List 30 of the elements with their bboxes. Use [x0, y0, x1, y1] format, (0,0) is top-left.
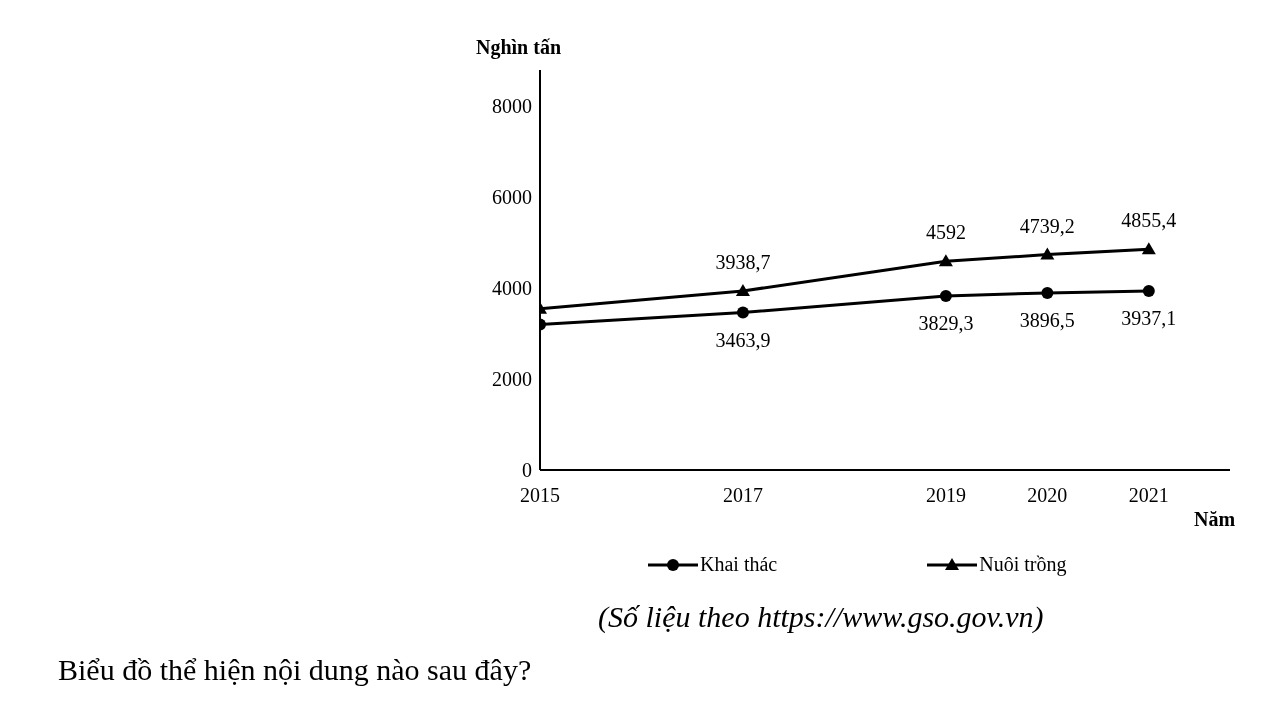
- x-tick-label: 2021: [1128, 484, 1169, 507]
- y-tick-label: 8000: [492, 95, 532, 118]
- y-axis-title: Nghìn tấn: [476, 36, 562, 59]
- x-tick-label: 2020: [1027, 484, 1068, 507]
- legend-label: Nuôi trồng: [979, 553, 1067, 576]
- y-tick-label: 4000: [492, 277, 532, 300]
- point: [1041, 286, 1054, 299]
- text: Biểu đồ thể hiện nội dung nào sau đây?: [58, 653, 532, 687]
- x-axis-title: Năm: [1194, 508, 1236, 531]
- point: [938, 254, 953, 267]
- data-label: 3829,3: [918, 311, 974, 334]
- data-label: 4739,2: [1019, 214, 1075, 237]
- y-tick-label: 6000: [492, 186, 532, 209]
- data-label: 4592: [925, 221, 966, 244]
- point: [1141, 242, 1156, 255]
- x-tick-label: 2015: [520, 484, 560, 507]
- data-label: 3937,1: [1121, 307, 1177, 330]
- x-tick-label: 2017: [722, 484, 763, 507]
- data-label: 3896,5: [1019, 308, 1075, 331]
- point: [1040, 247, 1055, 260]
- x-tick-label: 2019: [925, 484, 966, 507]
- text: (Số liệu theo https://www.gso.gov.vn): [598, 600, 1044, 634]
- data-label: 3463,9: [715, 328, 771, 351]
- y-tick-label: 0: [522, 459, 532, 482]
- y-tick-label: 2000: [492, 368, 532, 391]
- point: [939, 289, 952, 302]
- data-label: 3938,7: [715, 250, 771, 273]
- point: [1142, 285, 1155, 298]
- legend-label: Khai thác: [700, 553, 778, 576]
- data-label: 4855,4: [1121, 209, 1177, 232]
